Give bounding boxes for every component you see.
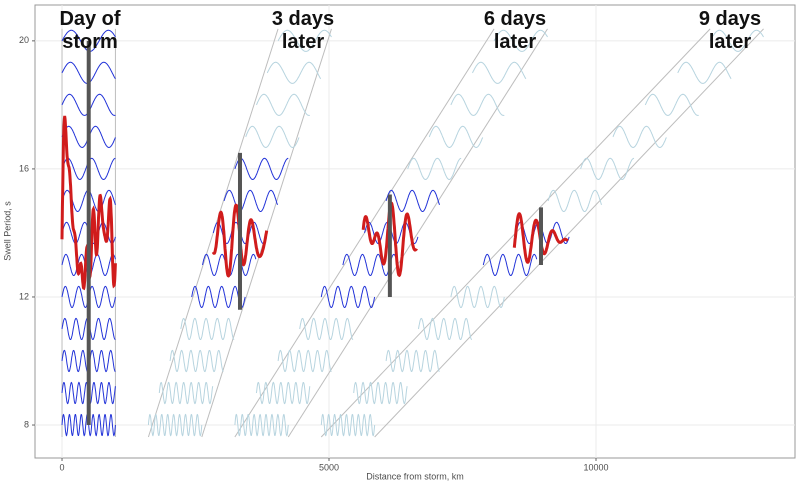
y-tick-label: 16 [19, 163, 29, 173]
wave [677, 61, 732, 84]
wave [255, 381, 311, 405]
wave [418, 317, 472, 340]
envelope-line [147, 28, 279, 438]
wave [191, 285, 246, 308]
wave [385, 189, 440, 212]
y-tick-label: 20 [19, 35, 29, 45]
envelope-line [374, 28, 764, 438]
wave [234, 413, 289, 437]
wave [277, 29, 332, 52]
wave [450, 285, 505, 308]
wave [266, 61, 322, 84]
panel-label: 9 days later [698, 8, 762, 53]
wave [482, 253, 538, 276]
wave [320, 285, 376, 308]
wave [158, 381, 214, 405]
x-tick-label: 0 [60, 462, 65, 472]
wave [612, 125, 667, 148]
wave [450, 93, 505, 116]
y-axis-title: Swell Period, s [2, 201, 12, 261]
wave [277, 349, 332, 373]
wave [472, 61, 527, 84]
wave [580, 157, 635, 180]
x-tick-label: 10000 [583, 462, 608, 472]
envelope-line [234, 28, 495, 438]
y-tick-label: 12 [19, 291, 29, 301]
panel-label: Day of storm [59, 8, 121, 53]
wave [644, 93, 699, 116]
wave [223, 189, 278, 212]
wave [547, 189, 602, 212]
wave [342, 253, 397, 276]
wave [299, 317, 354, 340]
wave [428, 125, 484, 148]
wave [493, 29, 548, 52]
wave [169, 349, 224, 373]
envelope-line [287, 28, 548, 438]
x-axis-title: Distance from storm, km [366, 471, 464, 481]
wave [407, 157, 462, 180]
plot-panel [34, 4, 796, 459]
x-tick-label: 5000 [319, 462, 339, 472]
wave [385, 349, 440, 373]
wave [180, 317, 235, 340]
wave [245, 125, 300, 148]
wave [234, 157, 289, 180]
wave [709, 29, 764, 52]
wave [353, 381, 408, 405]
panel-label: 6 days later [483, 8, 547, 53]
wave [255, 93, 311, 116]
wave [147, 413, 203, 437]
wave [320, 413, 376, 437]
y-tick-label: 8 [24, 419, 29, 429]
panel-label: 3 days later [271, 8, 335, 53]
